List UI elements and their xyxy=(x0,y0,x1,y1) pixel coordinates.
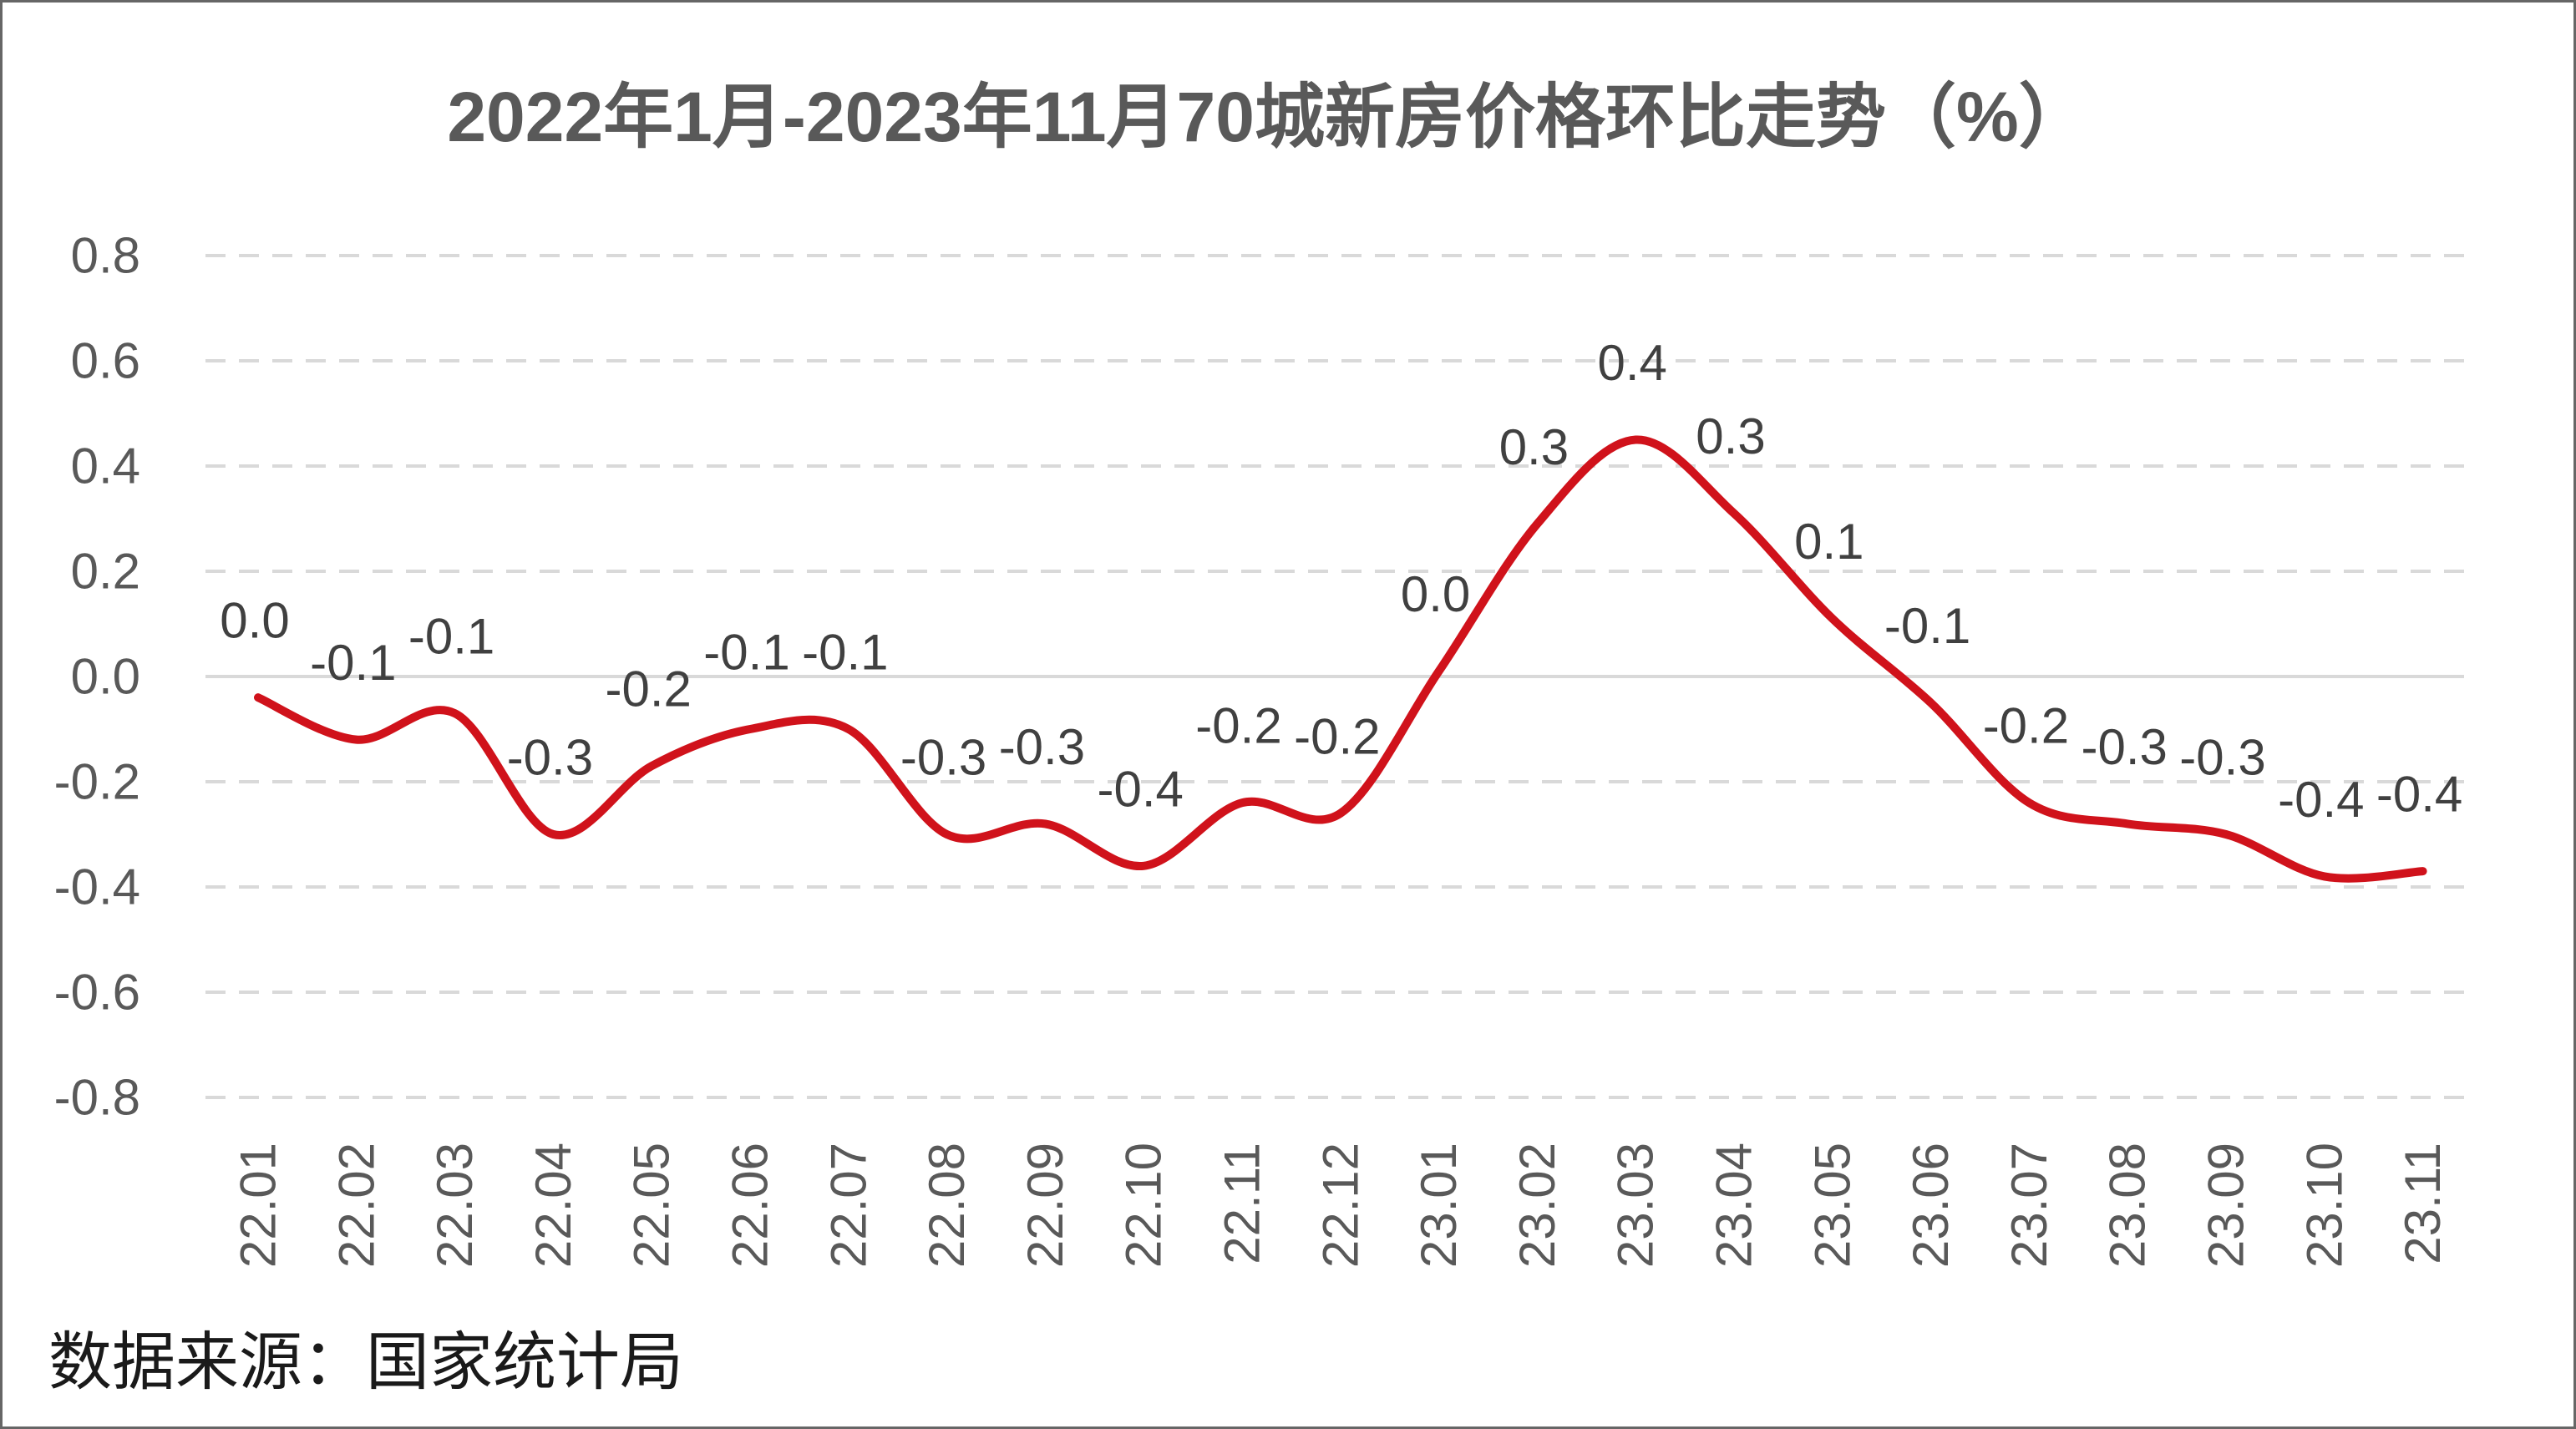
y-tick-label: -0.8 xyxy=(54,1070,140,1126)
series-line xyxy=(254,435,2427,883)
data-label: -0.1 xyxy=(703,625,789,681)
x-tick-label: 22.10 xyxy=(1116,1143,1172,1268)
x-tick-label: 23.09 xyxy=(2198,1143,2254,1268)
data-points xyxy=(251,433,2430,884)
data-label: 0.3 xyxy=(1696,408,1765,464)
x-tick-label: 22.09 xyxy=(1017,1143,1073,1268)
x-tick-label: 23.05 xyxy=(1804,1143,1860,1268)
data-label: 0.0 xyxy=(220,593,289,649)
data-label: -0.2 xyxy=(1983,698,2069,754)
x-tick-label: 23.04 xyxy=(1706,1143,1762,1268)
x-tick-label: 23.06 xyxy=(1903,1143,1959,1268)
x-tick-label: 22.05 xyxy=(624,1143,680,1268)
x-tick-label: 22.04 xyxy=(525,1143,581,1268)
x-tick-label: 23.02 xyxy=(1509,1143,1565,1268)
data-label: -0.2 xyxy=(1195,698,1281,754)
x-tick-label: 23.07 xyxy=(2001,1143,2057,1268)
x-tick-label: 22.07 xyxy=(820,1143,876,1268)
data-label: -0.3 xyxy=(2082,719,2168,775)
data-label: -0.2 xyxy=(606,661,692,717)
data-label: -0.1 xyxy=(802,625,888,681)
data-label: -0.4 xyxy=(2278,772,2364,828)
y-tick-label: 0.6 xyxy=(71,333,140,389)
chart-title: 2022年1月-2023年11月70城新房价格环比走势（%） xyxy=(447,78,2089,156)
x-tick-label: 22.08 xyxy=(919,1143,975,1268)
x-tick-label: 23.10 xyxy=(2296,1143,2352,1268)
data-label: -0.4 xyxy=(2376,767,2462,823)
x-axis-tick-labels: 22.01 22.02 22.03 22.04 22.05 22.06 22.07 22.08… xyxy=(231,1143,2452,1268)
y-tick-label: 0.0 xyxy=(71,649,140,705)
x-tick-label: 22.01 xyxy=(231,1143,287,1268)
x-tick-label: 22.02 xyxy=(328,1143,384,1268)
y-axis-tick-labels: 0.8 0.6 0.4 0.2 0.0 -0.2 -0.4 -0.6 -0.8 xyxy=(54,228,140,1126)
data-label: 0.4 xyxy=(1597,335,1666,391)
data-label: -0.1 xyxy=(310,635,396,691)
source-note: 数据来源：国家统计局 xyxy=(48,1327,683,1398)
data-label: -0.3 xyxy=(999,719,1085,775)
y-tick-label: 0.2 xyxy=(71,544,140,600)
data-labels: 0.0-0.1 -0.1-0.3-0.2-0.1 -0.1-0.3 -0.3-0.4-… xyxy=(220,335,2462,828)
x-tick-label: 23.01 xyxy=(1411,1143,1467,1268)
y-tick-label: -0.2 xyxy=(54,754,140,810)
data-label: 0.3 xyxy=(1499,419,1569,475)
x-tick-label: 23.08 xyxy=(2100,1143,2156,1268)
data-label: 0.0 xyxy=(1401,566,1470,622)
data-label: -0.3 xyxy=(900,730,986,786)
x-tick-label: 22.11 xyxy=(1214,1143,1270,1264)
y-tick-label: 0.8 xyxy=(71,228,140,284)
y-tick-label: -0.6 xyxy=(54,965,140,1021)
y-tick-label: -0.4 xyxy=(54,859,140,915)
data-label: -0.1 xyxy=(408,609,494,665)
y-tick-label: 0.4 xyxy=(71,438,140,494)
x-tick-label: 22.06 xyxy=(723,1143,778,1268)
data-label: -0.2 xyxy=(1294,708,1380,764)
x-tick-label: 23.03 xyxy=(1608,1143,1664,1268)
data-label: 0.1 xyxy=(1794,514,1864,570)
x-tick-label: 23.11 xyxy=(2395,1143,2451,1264)
data-label: -0.4 xyxy=(1098,761,1184,817)
data-label: -0.3 xyxy=(507,730,593,786)
data-label: -0.1 xyxy=(1884,598,1970,654)
gridlines xyxy=(205,254,2464,1099)
x-tick-label: 22.12 xyxy=(1312,1143,1368,1268)
data-label: -0.3 xyxy=(2179,730,2265,786)
x-tick-label: 22.03 xyxy=(427,1143,483,1268)
